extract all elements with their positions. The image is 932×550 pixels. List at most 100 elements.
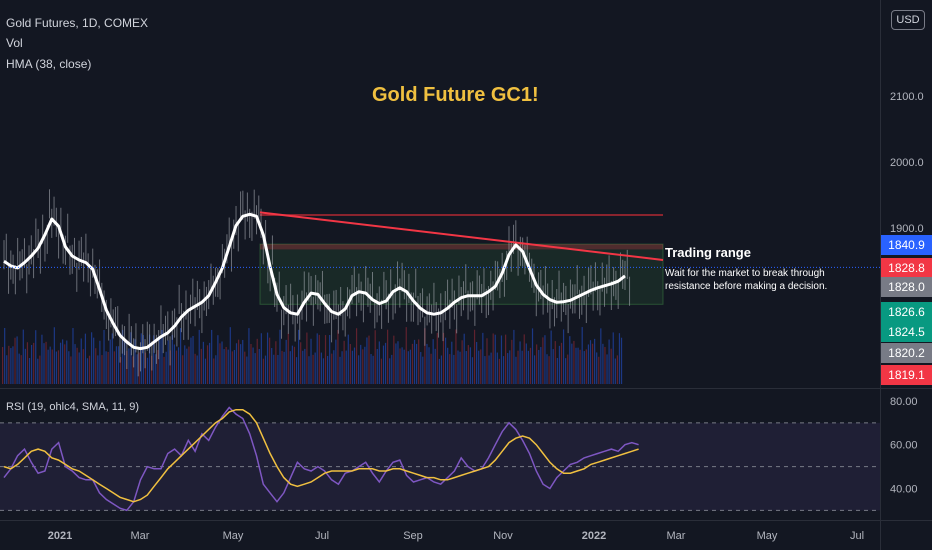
volume-bar (113, 351, 115, 384)
volume-bar (351, 350, 354, 384)
volume-bar (368, 335, 370, 384)
volume-bar (258, 348, 260, 384)
chart-title-annotation: Gold Future GC1! (372, 84, 539, 106)
volume-bar (389, 358, 391, 384)
volume-bar (74, 344, 76, 384)
volume-bar (525, 343, 527, 384)
volume-bar (533, 355, 536, 384)
volume-bar (306, 332, 308, 384)
volume-bar (180, 328, 182, 384)
time-axis-label: 2022 (582, 530, 606, 542)
legend-rsi[interactable]: RSI (19, ohlc4, SMA, 11, 9) (6, 401, 140, 413)
volume-bar (293, 346, 296, 384)
time-axis-label: May (757, 530, 778, 542)
volume-bar (35, 330, 37, 384)
volume-bar (33, 342, 35, 384)
price-axis-tick: 1900.0 (890, 223, 924, 235)
volume-bar (190, 337, 192, 384)
volume-bar (298, 329, 300, 384)
currency-badge[interactable]: USD (891, 10, 925, 30)
volume-bar (250, 343, 252, 384)
volume-bar (471, 357, 474, 384)
volume-bar (45, 341, 47, 384)
volume-bar (432, 339, 434, 384)
volume-bar (366, 337, 368, 384)
volume-bar (478, 350, 480, 384)
volume-bar (159, 339, 161, 384)
volume-bar (585, 349, 587, 384)
volume-bar (513, 329, 515, 384)
volume-bar (271, 348, 273, 384)
time-axis-label: Mar (131, 530, 150, 542)
volume-bar (556, 357, 558, 384)
volume-bar (202, 341, 204, 384)
volume-bar (505, 334, 507, 384)
volume-bar (49, 346, 51, 384)
volume-bar (122, 329, 124, 384)
volume-bar (281, 350, 283, 384)
volume-bar (542, 337, 544, 384)
volume-bar (399, 348, 401, 384)
volume-bar (229, 327, 231, 384)
volume-bar (273, 354, 275, 384)
volume-bar (47, 349, 49, 384)
volume-bar (248, 328, 250, 384)
volume-bar (283, 351, 285, 384)
volume-bar (554, 341, 556, 384)
price-axis-tick: 2100.0 (890, 91, 924, 103)
volume-bar (192, 336, 194, 384)
volume-bar (600, 328, 602, 384)
volume-bar (498, 358, 500, 384)
volume-bar (565, 358, 567, 384)
volume-bar (552, 349, 554, 384)
legend-volume[interactable]: Vol (6, 36, 23, 50)
volume-bar (339, 356, 341, 384)
volume-bar (347, 334, 349, 384)
volume-bar (39, 355, 41, 384)
volume-bar (413, 339, 416, 384)
volume-bar (80, 338, 82, 384)
volume-bar (93, 337, 95, 384)
volume-bar (449, 354, 451, 384)
volume-bar (465, 350, 467, 384)
volume-bar (395, 343, 397, 384)
legend-hma[interactable]: HMA (38, close) (6, 57, 92, 71)
volume-bar (608, 339, 610, 384)
time-axis-label: 2021 (48, 530, 72, 542)
volume-bar (422, 356, 424, 384)
volume-bar (391, 354, 393, 384)
volume-bar (614, 358, 616, 384)
volume-bar (575, 347, 577, 384)
volume-bar (569, 336, 571, 384)
trading-range-title: Trading range (665, 245, 751, 260)
volume-bar (523, 334, 525, 384)
volume-bar (173, 344, 176, 384)
volume-bar (285, 339, 287, 384)
volume-bar (463, 333, 465, 384)
volume-bar (262, 358, 265, 384)
volume-bar (254, 353, 256, 384)
volume-bar (436, 332, 438, 384)
legend-main-symbol[interactable]: Gold Futures, 1D, COMEX (6, 16, 149, 30)
volume-bar (345, 350, 347, 384)
volume-bar (560, 342, 563, 384)
volume-bar (223, 349, 225, 384)
volume-bar (237, 339, 240, 384)
price-tag-open: 1828.0 (881, 277, 932, 297)
time-axis-label: Jul (315, 530, 329, 542)
time-axis-label: Mar (667, 530, 686, 542)
volume-bar (349, 343, 351, 384)
volume-bar (403, 349, 405, 384)
volume-bar (209, 342, 211, 384)
volume-bar (213, 358, 215, 384)
volume-bar (451, 341, 453, 384)
volume-bar (571, 343, 573, 384)
volume-bar (604, 346, 606, 384)
volume-bar (407, 351, 409, 384)
volume-bar (353, 347, 356, 384)
volume-bar (610, 348, 612, 384)
volume-bar (12, 346, 14, 384)
volume-bar (225, 346, 227, 384)
volume-bar (41, 334, 43, 384)
